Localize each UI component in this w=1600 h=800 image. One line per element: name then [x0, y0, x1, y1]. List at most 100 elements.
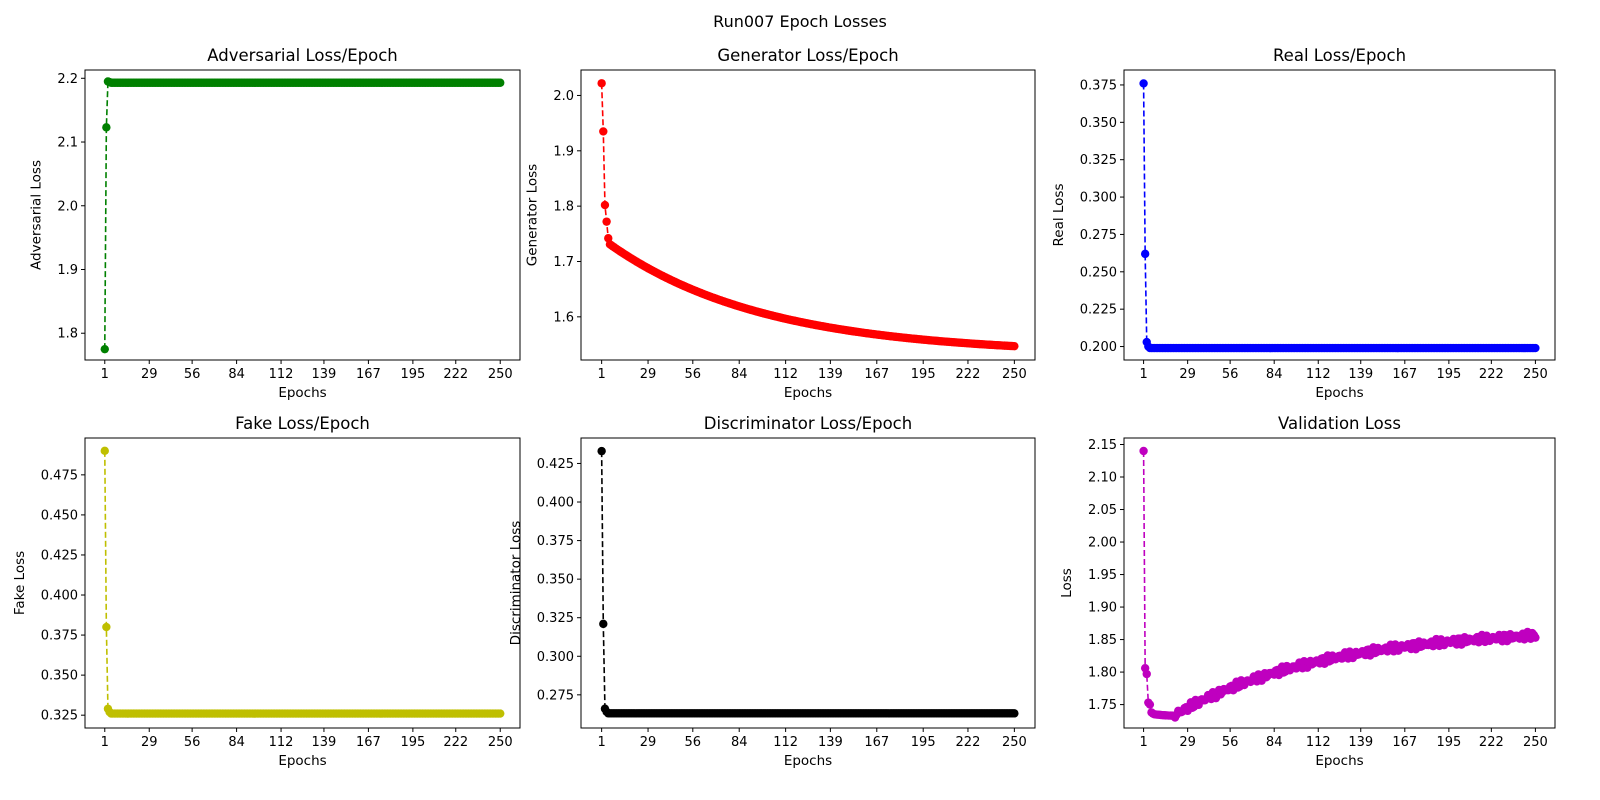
series-line [1142, 83, 1536, 349]
data-point [496, 709, 505, 718]
x-tick-label: 29 [1179, 367, 1196, 382]
x-tick-label: 112 [1306, 735, 1331, 750]
x-tick-label: 84 [1266, 735, 1283, 750]
y-tick-label: 0.425 [537, 457, 574, 472]
x-tick-label: 112 [269, 367, 294, 382]
data-point [597, 446, 606, 456]
data-point [1139, 446, 1148, 456]
x-tick-label: 222 [443, 367, 468, 382]
chart-title: Fake Loss/Epoch [235, 414, 370, 433]
x-tick-label: 1 [597, 735, 605, 750]
x-tick-label: 84 [731, 367, 748, 382]
data-point [1010, 709, 1019, 718]
y-tick-label: 0.375 [537, 534, 574, 549]
y-tick-label: 0.225 [1080, 303, 1117, 318]
chart-panel-1: 1 29 56 84 112 139 167 195 222 250 1.8 1.9 2.0 2.1 2.2… [28, 46, 521, 401]
x-tick-label: 84 [228, 367, 245, 382]
x-tick-label: 195 [400, 735, 425, 750]
y-axis-label: Fake Loss [12, 551, 28, 615]
y-tick-label: 1.9 [57, 263, 78, 278]
y-tick-label: 0.325 [1080, 153, 1117, 168]
data-point [1140, 249, 1150, 259]
y-tick-label: 0.200 [1080, 340, 1117, 355]
data-point [597, 79, 606, 88]
plot-frame [580, 69, 1036, 361]
x-tick-label: 167 [1392, 735, 1417, 750]
figure-title: Run007 Epoch Losses [713, 12, 887, 31]
x-tick-label: 56 [685, 735, 702, 750]
series-2 [597, 79, 1019, 351]
series-5 [597, 446, 1019, 718]
x-tick-label: 195 [400, 367, 425, 382]
y-tick-label: 1.8 [553, 200, 574, 215]
x-tick-label: 139 [312, 735, 337, 750]
x-tick-label: 222 [443, 735, 468, 750]
y-tick-label: 2.05 [1088, 503, 1117, 518]
x-tick-label: 29 [640, 367, 657, 382]
data-point [1010, 341, 1019, 351]
chart-title: Adversarial Loss/Epoch [207, 46, 397, 65]
x-tick-label: 56 [184, 367, 201, 382]
x-tick-label: 1 [101, 367, 109, 382]
y-tick-label: 1.80 [1088, 666, 1117, 681]
x-tick-label: 112 [773, 367, 798, 382]
x-tick-label: 112 [773, 735, 798, 750]
x-tick-label: 195 [1436, 735, 1461, 750]
y-tick-label: 0.250 [1080, 265, 1117, 280]
series-line [1142, 450, 1537, 719]
x-tick-label: 29 [141, 735, 158, 750]
plot-frame [580, 437, 1036, 729]
y-tick-label: 0.275 [537, 688, 574, 703]
x-axis-label: Epochs [1315, 385, 1363, 401]
y-tick-label: 0.450 [41, 508, 78, 523]
y-tick-label: 0.300 [1080, 191, 1117, 206]
x-tick-label: 84 [228, 735, 245, 750]
x-tick-label: 84 [731, 735, 748, 750]
y-tick-label: 0.275 [1080, 228, 1117, 243]
y-tick-label: 2.2 [57, 72, 78, 87]
y-tick-label: 2.15 [1088, 438, 1117, 453]
x-tick-label: 250 [488, 735, 513, 750]
data-point [100, 446, 109, 456]
x-tick-label: 250 [1002, 735, 1027, 750]
x-tick-label: 195 [911, 367, 936, 382]
x-tick-label: 1 [101, 735, 109, 750]
data-point [100, 344, 109, 354]
y-tick-label: 0.350 [1080, 116, 1117, 131]
chart-panel-5: 1 29 56 84 112 139 167 195 222 250 0.275 0.300 0.325… [508, 414, 1036, 769]
series-line [600, 83, 1015, 347]
y-tick-label: 1.7 [553, 255, 574, 270]
x-tick-label: 195 [1436, 367, 1461, 382]
chart-panel-4: 1 29 56 84 112 139 167 195 222 250 0.325 0.350 0.375… [12, 414, 521, 769]
y-tick-label: 0.425 [41, 548, 78, 563]
x-tick-label: 1 [1139, 735, 1147, 750]
chart-title: Validation Loss [1278, 414, 1401, 433]
x-axis-label: Epochs [784, 753, 832, 769]
x-tick-label: 250 [1523, 735, 1548, 750]
y-tick-label: 2.10 [1088, 471, 1117, 486]
y-tick-label: 1.85 [1088, 633, 1117, 648]
y-tick-label: 0.400 [41, 589, 78, 604]
x-tick-label: 139 [312, 367, 337, 382]
data-point [1145, 700, 1155, 709]
y-tick-label: 1.95 [1088, 568, 1117, 583]
y-axis-label: Generator Loss [524, 164, 540, 266]
series-1 [100, 77, 505, 354]
y-axis-label: Real Loss [1051, 183, 1067, 246]
x-tick-label: 56 [1222, 735, 1239, 750]
x-tick-label: 167 [1392, 367, 1417, 382]
y-tick-label: 0.400 [537, 496, 574, 511]
chart-panel-3: 1 29 56 84 112 139 167 195 222 250 0.200 0.225 0.250… [1051, 46, 1556, 401]
y-tick-label: 1.90 [1088, 601, 1117, 616]
chart-title: Generator Loss/Epoch [717, 46, 898, 65]
x-tick-label: 167 [864, 735, 889, 750]
x-axis-label: Epochs [278, 385, 326, 401]
x-tick-label: 222 [1479, 367, 1504, 382]
x-tick-label: 222 [1479, 735, 1504, 750]
x-tick-label: 29 [640, 735, 657, 750]
chart-panel-6: 1 29 56 84 112 139 167 195 222 250 1.75 1.80 1.85 1.9… [1059, 414, 1556, 769]
data-point [102, 123, 111, 132]
x-tick-label: 167 [356, 367, 381, 382]
y-tick-label: 0.325 [41, 709, 78, 724]
x-tick-label: 56 [685, 367, 702, 382]
